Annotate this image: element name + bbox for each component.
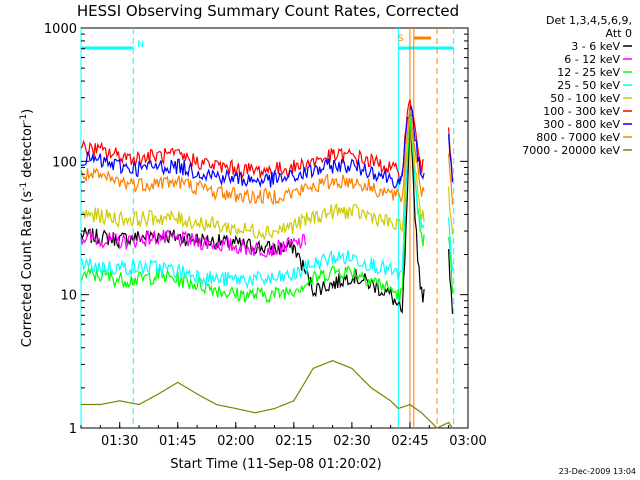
series-line <box>80 116 425 304</box>
axes: 01:30 01:45 02:00 02:15 02:30 02:45 03:00 1 10 10… <box>44 22 487 449</box>
series-line <box>448 186 454 235</box>
series-line <box>81 359 453 429</box>
y-axis-label: Corrected Count Rate (s-1 detector-1) <box>19 109 35 347</box>
legend-item: 12 - 25 keV <box>557 66 620 79</box>
series-line <box>80 103 425 289</box>
footer-date: 23-Dec-2009 13:04 <box>559 467 636 476</box>
x-tick-label: 01:30 <box>101 434 138 449</box>
legend-item: 100 - 300 keV <box>543 105 620 118</box>
series-line <box>80 99 425 182</box>
x-axis-label: Start Time (11-Sep-08 01:20:02) <box>170 457 381 472</box>
series-line <box>80 96 425 241</box>
legend-item: 6 - 12 keV <box>564 53 620 66</box>
series-line <box>448 236 454 294</box>
legend-item: 800 - 7000 keV <box>536 131 620 144</box>
series-line <box>448 249 454 314</box>
legend-header: Det 1,3,4,5,6,9, <box>546 14 632 27</box>
chart-title: HESSI Observing Summary Count Rates, Cor… <box>77 2 459 20</box>
series-line <box>448 217 454 271</box>
y-tick-label: 100 <box>52 155 77 170</box>
legend-header: Att 0 <box>606 27 632 40</box>
x-tick-label: 02:00 <box>217 434 254 449</box>
y-tick-label: 10 <box>60 289 77 304</box>
x-tick-label: 02:30 <box>333 434 370 449</box>
legend-item: 50 - 100 keV <box>550 92 620 105</box>
series-line <box>448 153 454 205</box>
night-label: N <box>137 40 144 50</box>
legend-item: 25 - 50 keV <box>557 79 620 92</box>
x-tick-label: 02:15 <box>275 434 312 449</box>
y-tick-label: 1000 <box>44 22 77 37</box>
series-line <box>80 108 425 206</box>
x-tick-label: 02:45 <box>391 434 428 449</box>
series-line <box>448 134 454 183</box>
legend-item: 300 - 800 keV <box>543 118 620 131</box>
legend-item: 3 - 6 keV <box>571 40 620 53</box>
legend-item: 7000 - 20000 keV <box>522 144 620 157</box>
saa-label: S <box>398 34 404 44</box>
series-line <box>80 104 425 189</box>
series-line <box>80 229 307 258</box>
y-tick-label: 1 <box>69 422 77 437</box>
plot-area: NS <box>80 28 455 429</box>
x-tick-label: 03:00 <box>449 434 486 449</box>
x-tick-label: 01:45 <box>159 434 196 449</box>
